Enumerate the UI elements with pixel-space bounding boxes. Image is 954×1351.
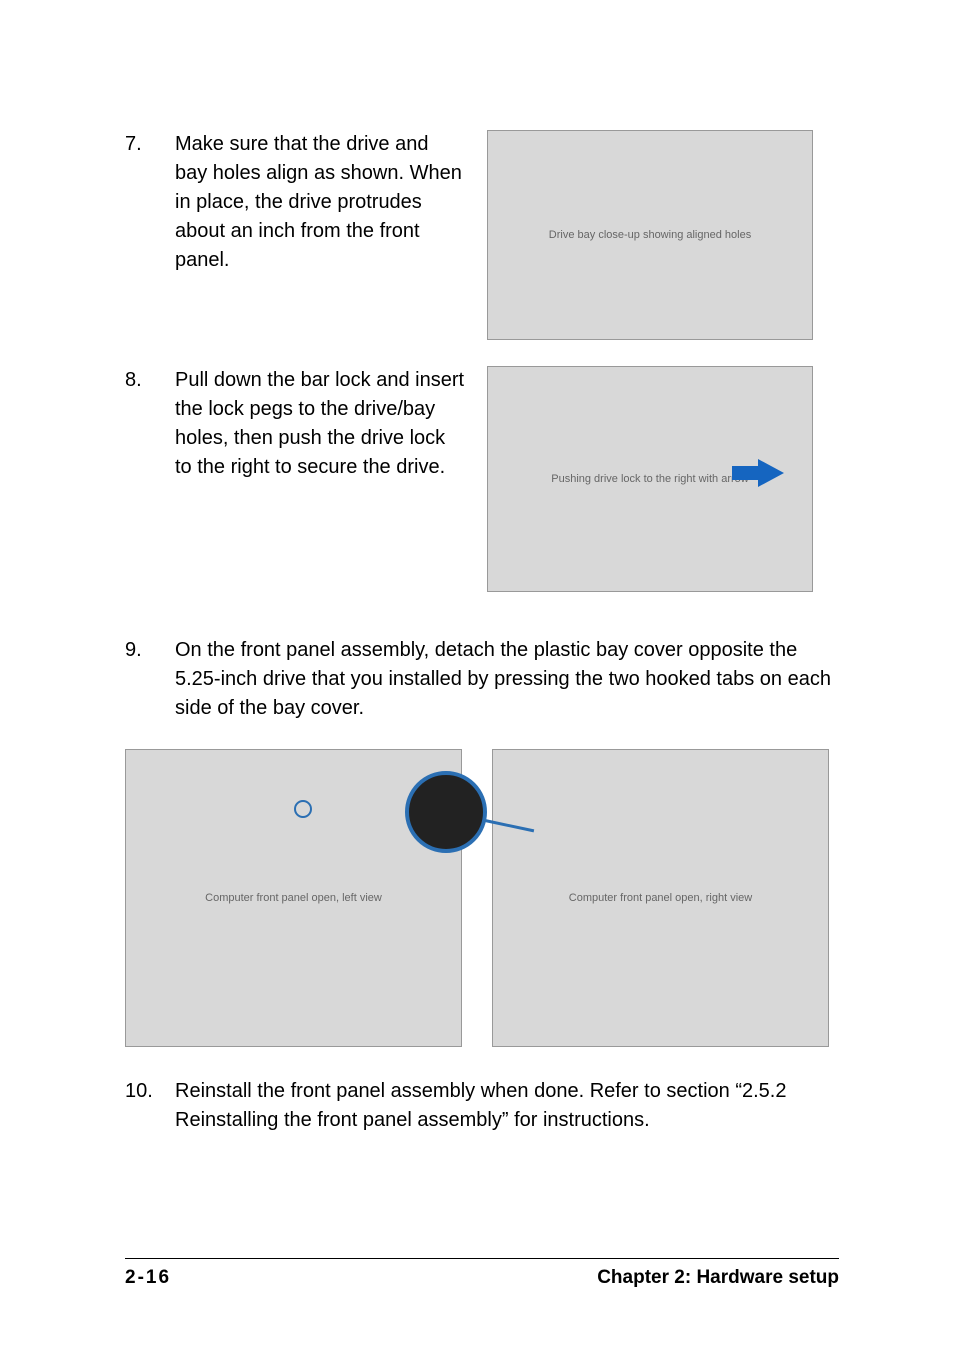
- step-8-text: Pull down the bar lock and insert the lo…: [175, 366, 465, 482]
- step-7-image-desc: Drive bay close-up showing aligned holes: [545, 225, 755, 245]
- step-7-row: 7. Make sure that the drive and bay hole…: [125, 130, 839, 340]
- page: 7. Make sure that the drive and bay hole…: [0, 0, 954, 1351]
- arrow-tail-icon: [732, 466, 758, 480]
- step-7-text: Make sure that the drive and bay holes a…: [175, 130, 465, 275]
- step-8-number: 8.: [125, 366, 175, 482]
- step-7-textcol: 7. Make sure that the drive and bay hole…: [125, 130, 465, 275]
- callout-zoom-circle-icon: [405, 771, 487, 853]
- step-10-text: Reinstall the front panel assembly when …: [175, 1077, 839, 1135]
- step-10: 10. Reinstall the front panel assembly w…: [125, 1077, 839, 1135]
- footer-chapter-title: Chapter 2: Hardware setup: [597, 1267, 839, 1289]
- step-9-image-right: Computer front panel open, right view: [492, 749, 829, 1047]
- step-9-images: Computer front panel open, left view Com…: [125, 749, 839, 1047]
- callout-target-circle-icon: [294, 800, 312, 818]
- page-footer: 2-16 Chapter 2: Hardware setup: [125, 1258, 839, 1289]
- step-9-image-left-desc: Computer front panel open, left view: [201, 888, 386, 908]
- step-10-number: 10.: [125, 1077, 175, 1106]
- step-9-image-right-desc: Computer front panel open, right view: [565, 888, 756, 908]
- step-8-image-desc: Pushing drive lock to the right with arr…: [547, 469, 752, 489]
- footer-page-number: 2-16: [125, 1267, 171, 1289]
- step-7-number: 7.: [125, 130, 175, 275]
- arrow-right-icon: [758, 459, 784, 487]
- step-8-textcol: 8. Pull down the bar lock and insert the…: [125, 366, 465, 482]
- step-8-row: 8. Pull down the bar lock and insert the…: [125, 366, 839, 592]
- step-9-number: 9.: [125, 636, 175, 665]
- step-9-text: On the front panel assembly, detach the …: [175, 636, 839, 723]
- step-9: 9. On the front panel assembly, detach t…: [125, 636, 839, 723]
- step-7-image: Drive bay close-up showing aligned holes: [487, 130, 813, 340]
- step-8-image: Pushing drive lock to the right with arr…: [487, 366, 813, 592]
